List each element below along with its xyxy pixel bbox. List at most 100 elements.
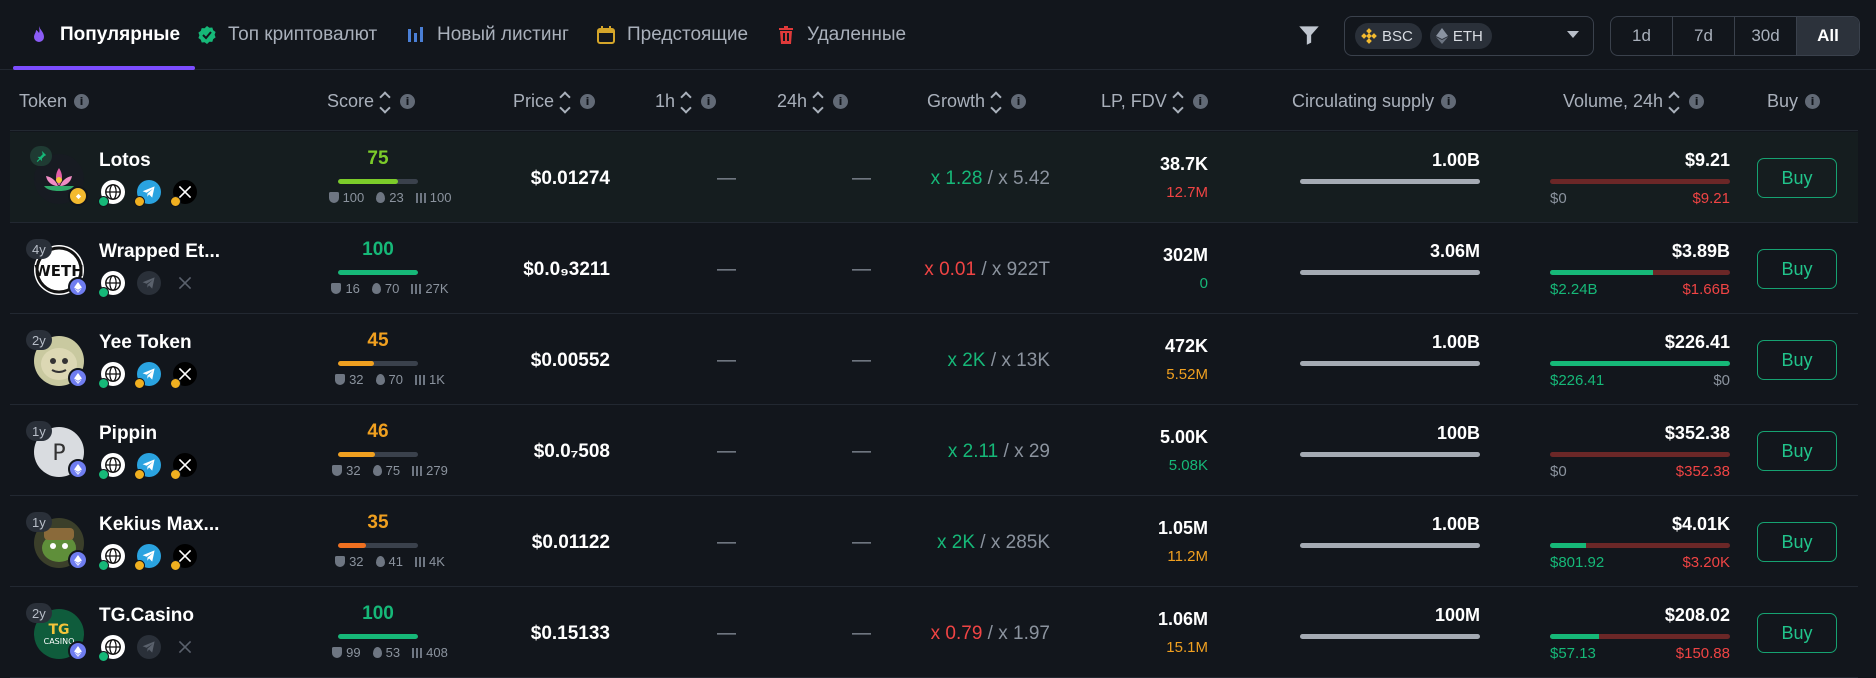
period-30d[interactable]: 30d: [1735, 17, 1797, 55]
bar-chart-icon: [415, 192, 426, 203]
buy-button[interactable]: Buy: [1757, 249, 1837, 289]
col-growth-label: Growth: [927, 90, 986, 111]
volume-value: $9.21: [1684, 150, 1730, 170]
col-growth[interactable]: Growth i: [927, 71, 1027, 131]
bar-chart-icon: [411, 283, 422, 294]
x-twitter-icon[interactable]: [170, 362, 197, 389]
telegram-icon[interactable]: [137, 271, 161, 295]
buy-button[interactable]: Buy: [1757, 613, 1837, 653]
website-icon[interactable]: [98, 635, 125, 662]
verified-check-icon: [134, 560, 145, 571]
table-row[interactable]: 2y Yee Token 45 32 70 1K $0.00552 — — x 2K / x 13…: [10, 314, 1858, 405]
chain-chip-label: ETH: [1452, 27, 1483, 45]
tab-4[interactable]: Удаленные: [775, 0, 906, 70]
col-circ-label: Circulating supply: [1292, 90, 1435, 111]
tab-2[interactable]: Новый листинг: [405, 0, 569, 70]
col-24h[interactable]: 24h i: [777, 71, 849, 131]
fdv-value: 15.1M: [1166, 639, 1208, 656]
col-lp-fdv[interactable]: LP, FDV i: [1101, 71, 1208, 131]
eth-chain-icon: [68, 459, 88, 479]
col-price[interactable]: Price i: [513, 71, 596, 131]
col-lp-fdv-label: LP, FDV: [1101, 90, 1167, 111]
info-icon[interactable]: i: [1805, 93, 1821, 109]
filter-icon[interactable]: [1296, 22, 1322, 48]
telegram-icon[interactable]: [134, 453, 161, 480]
telegram-icon[interactable]: [137, 635, 161, 659]
circulating-supply-bar: [1300, 179, 1480, 184]
x-twitter-icon[interactable]: [170, 180, 197, 207]
info-icon[interactable]: i: [1192, 93, 1208, 109]
info-icon[interactable]: i: [833, 93, 849, 109]
buy-button[interactable]: Buy: [1757, 431, 1837, 471]
token-name[interactable]: Lotos: [99, 150, 151, 171]
info-icon[interactable]: i: [400, 93, 416, 109]
growth-current: x 0.79: [930, 623, 983, 644]
info-icon[interactable]: i: [1011, 93, 1027, 109]
period-all[interactable]: All: [1797, 17, 1859, 55]
growth-current: x 2K: [947, 350, 986, 371]
col-token: Token i: [19, 71, 90, 131]
x-twitter-icon[interactable]: [173, 635, 197, 659]
social-links: [98, 453, 197, 480]
token-name[interactable]: Yee Token: [99, 332, 192, 353]
info-icon[interactable]: i: [1689, 93, 1705, 109]
growth-max: x 29: [1014, 441, 1050, 462]
token-name[interactable]: Wrapped Et...: [99, 241, 221, 262]
website-icon[interactable]: [98, 544, 125, 571]
table-row[interactable]: TG CASINO 2y TG.Casino 100 99 53 408 $0.15133 — — x…: [10, 587, 1858, 678]
tab-3[interactable]: Предстоящие: [595, 0, 748, 70]
bar-chart-icon: [415, 374, 426, 385]
buy-button[interactable]: Buy: [1757, 158, 1837, 198]
x-twitter-icon[interactable]: [173, 271, 197, 295]
col-score[interactable]: Score i: [327, 71, 416, 131]
table-row[interactable]: 1y Kekius Max... 35 32 41 4K $0.01122 — — x 2K / …: [10, 496, 1858, 587]
x-twitter-icon[interactable]: [170, 544, 197, 571]
col-1h[interactable]: 1h i: [655, 71, 717, 131]
verified-check-icon: [98, 560, 109, 571]
buy-button[interactable]: Buy: [1757, 340, 1837, 380]
telegram-icon[interactable]: [134, 180, 161, 207]
table-row[interactable]: Lotos 75 100 23 100 $0.01274 — — x 1.28 / x 5.42…: [10, 132, 1858, 223]
token-name[interactable]: TG.Casino: [99, 605, 195, 626]
table-row[interactable]: WETH 4y Wrapped Et... 100 16 70 27K $0.0₉3211 — —…: [10, 223, 1858, 314]
x-twitter-icon[interactable]: [170, 453, 197, 480]
sort-icon: [1668, 90, 1682, 114]
info-icon[interactable]: i: [701, 93, 717, 109]
token-name[interactable]: Pippin: [99, 423, 158, 444]
website-icon[interactable]: [98, 180, 125, 207]
col-token-label: Token: [19, 90, 68, 111]
website-icon[interactable]: [98, 271, 125, 298]
chain-chip-bsc[interactable]: BSC: [1355, 23, 1422, 49]
flame-icon: [372, 465, 382, 476]
period-1d[interactable]: 1d: [1611, 17, 1673, 55]
chain-select[interactable]: BSC ETH: [1344, 16, 1594, 56]
change-24h: —: [852, 441, 871, 462]
website-icon[interactable]: [98, 362, 125, 389]
svg-text:TG: TG: [48, 622, 69, 638]
table-row[interactable]: P 1y Pippin 46 32 75 279 $0.0₇508 — — x 2.11 / x 2…: [10, 405, 1858, 496]
telegram-icon[interactable]: [134, 544, 161, 571]
growth-current: x 0.01: [924, 259, 977, 280]
price-value: $0.01274: [530, 168, 610, 189]
period-7d[interactable]: 7d: [1673, 17, 1735, 55]
token-name[interactable]: Kekius Max...: [99, 514, 220, 535]
tab-label: Новый листинг: [437, 24, 569, 45]
buy-button[interactable]: Buy: [1757, 522, 1837, 562]
tab-0[interactable]: Популярные: [12, 0, 196, 70]
sort-icon: [379, 90, 393, 114]
growth-max: x 13K: [1001, 350, 1050, 371]
info-icon[interactable]: i: [1441, 93, 1457, 109]
hype-metric: 41: [375, 554, 403, 569]
flame-icon: [28, 24, 50, 46]
score-bar: [338, 634, 418, 639]
age-badge: 1y: [26, 512, 52, 532]
info-icon[interactable]: i: [580, 93, 596, 109]
pin-icon[interactable]: [30, 146, 52, 166]
telegram-icon[interactable]: [134, 362, 161, 389]
tab-1[interactable]: Топ криптовалют: [196, 0, 377, 70]
col-volume[interactable]: Volume, 24h i: [1563, 71, 1705, 131]
volume-value: $352.38: [1664, 423, 1730, 443]
chain-chip-eth[interactable]: ETH: [1429, 23, 1492, 49]
info-icon[interactable]: i: [74, 93, 90, 109]
website-icon[interactable]: [98, 453, 125, 480]
